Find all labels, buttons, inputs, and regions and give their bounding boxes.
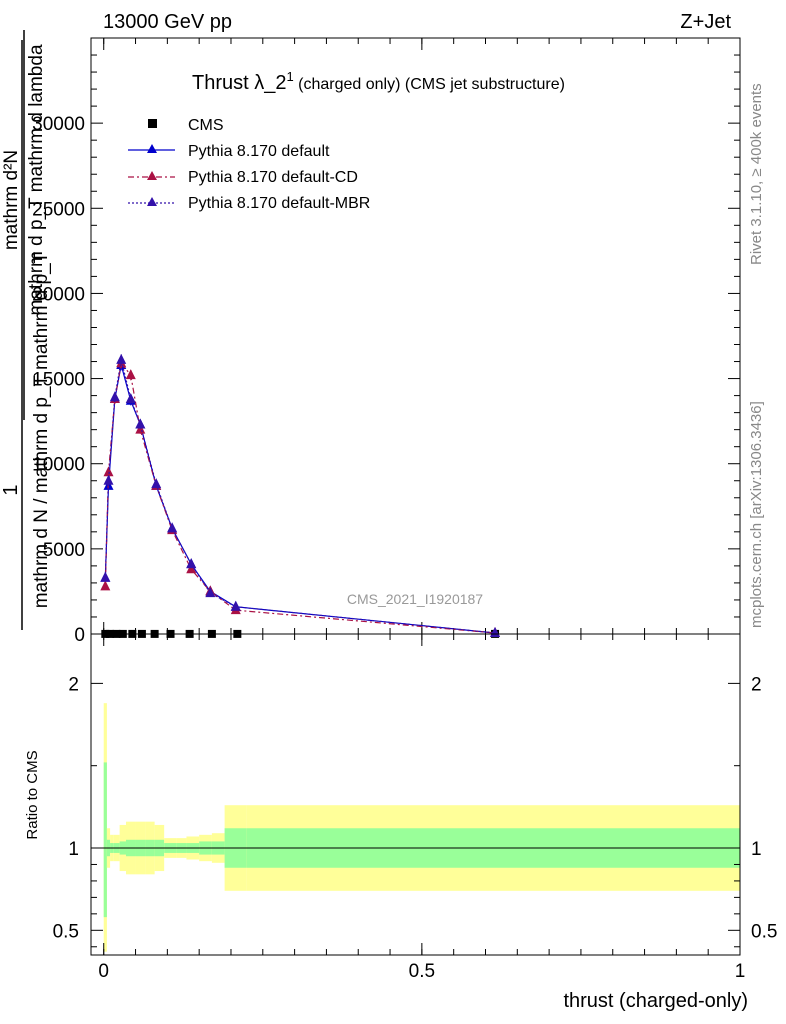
series-marker-default-mbr	[125, 393, 136, 404]
legend-marker-cms	[148, 119, 157, 128]
x-tick-label: 1	[735, 961, 746, 982]
ratio-ytick-label-right: 1	[751, 839, 762, 860]
main-ytick-label: 30000	[32, 114, 85, 135]
legend-label-default: Pythia 8.170 default	[188, 143, 330, 160]
ylabel-denominator: mathrm d N / mathrm d p_T mathrm d p_T	[31, 251, 52, 608]
main-ytick-label: 10000	[32, 455, 85, 476]
legend-label-default-mbr: Pythia 8.170 default-MBR	[188, 195, 370, 212]
legend-marker-default-mbr	[147, 197, 157, 206]
x-tick-label: 0	[98, 961, 109, 982]
legend-label-cms: CMS	[188, 117, 224, 134]
series-marker-default-mbr	[205, 587, 216, 598]
ratio-ytick-label: 2	[68, 674, 79, 695]
series-marker-default-cd	[186, 563, 197, 574]
legend-label-default-cd: Pythia 8.170 default-CD	[188, 169, 358, 186]
series-marker-default-mbr	[135, 418, 146, 429]
ylabel-inner-denominator: mathrm d p_T mathrm d lambda	[26, 44, 47, 315]
legend-marker-default	[147, 144, 157, 153]
series-line-default-mbr	[104, 359, 496, 634]
main-ytick-label: 25000	[32, 199, 85, 220]
ratio-ticks: 0.5 0.51 12 20 0.5 1	[53, 634, 777, 982]
legend-entry-cms: CMS	[148, 117, 224, 134]
series-marker-default-mbr	[230, 600, 241, 611]
main-grid: 0 5000 10000 15000 20000 25000 30000	[32, 38, 741, 646]
analysis-watermark: CMS_2021_I1920187	[347, 591, 483, 607]
ratio-ylabel: Ratio to CMS	[24, 750, 41, 839]
ratio-ytick-label-right: 2	[751, 674, 762, 695]
main-panel: 0 5000 10000 15000 20000 25000 30000 Thrust λ_…	[0, 30, 741, 646]
chart-title: Thrust λ_21 (charged only) (CMS jet subs…	[192, 69, 565, 94]
series-marker-default-mbr	[151, 478, 162, 489]
chart-title-main: Thrust λ_2	[192, 72, 286, 94]
series-marker-default-mbr	[167, 522, 178, 533]
process-label: Z+Jet	[680, 11, 731, 33]
series-marker-default-cd	[100, 580, 111, 591]
main-ytick-label: 0	[74, 625, 85, 646]
ratio-bands	[103, 703, 740, 952]
ratio-panel: 0.5 0.51 12 20 0.5 1 Ratio to CMS thrust (cha…	[24, 633, 777, 1012]
ylabel-numerator: mathrm d²N	[1, 150, 22, 250]
chart-title-sub: (charged only) (CMS jet substructure)	[294, 76, 565, 93]
series-marker-default-mbr	[116, 353, 127, 364]
ratio-band-inner	[103, 762, 107, 918]
main-ytick-label: 5000	[43, 540, 85, 561]
chart-title-sup: 1	[286, 69, 293, 84]
series-marker-default-mbr	[186, 558, 197, 569]
series-marker-default-mbr	[103, 474, 114, 485]
main-ylabel: 1 mathrm d N / mathrm d p_T mathrm d p_T…	[0, 30, 52, 630]
ratio-ytick-label: 1	[68, 839, 79, 860]
legend-marker-default-cd	[147, 171, 157, 180]
ratio-ytick-label-right: 0.5	[751, 921, 777, 942]
ratio-frame	[90, 633, 741, 956]
legend: CMS Pythia 8.170 default Pythia 8.170 de…	[128, 117, 370, 212]
x-tick-label: 0.5	[409, 961, 435, 982]
series-marker-default-mbr	[109, 391, 120, 402]
ylabel-one: 1	[0, 484, 22, 495]
rivet-label: Rivet 3.1.10, ≥ 400k events	[748, 83, 765, 265]
ratio-ytick-label: 0.5	[53, 921, 79, 942]
series-marker-default-cd	[125, 369, 136, 380]
series-marker-default-mbr	[100, 571, 111, 582]
legend-entry-default-cd: Pythia 8.170 default-CD	[128, 169, 358, 186]
legend-entry-default-mbr: Pythia 8.170 default-MBR	[128, 195, 370, 212]
series-marker-default-cd	[103, 466, 114, 477]
mcplots-label: mcplots.cern.ch [arXiv:1306.3436]	[748, 401, 765, 628]
energy-label: 13000 GeV pp	[103, 11, 232, 33]
main-ytick-label: 20000	[32, 284, 85, 305]
x-axis-label: thrust (charged-only)	[563, 990, 748, 1012]
main-ytick-label: 15000	[32, 370, 85, 391]
legend-entry-default: Pythia 8.170 default	[128, 143, 330, 160]
